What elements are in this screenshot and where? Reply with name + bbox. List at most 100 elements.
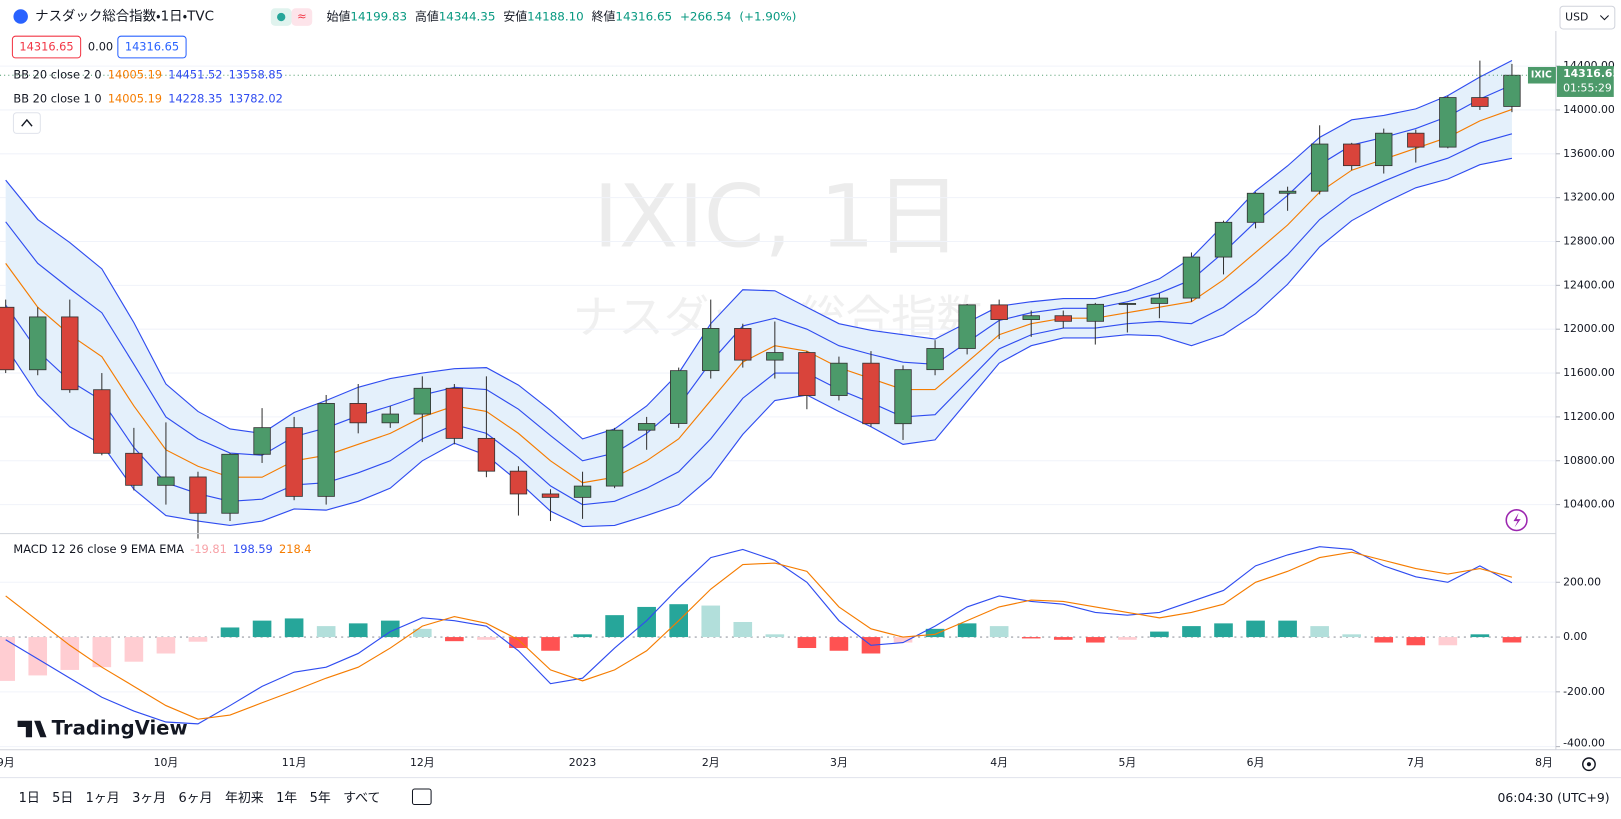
legend-value: 13782.02 (229, 91, 283, 105)
candle-body (381, 413, 399, 424)
settings-icon[interactable] (1582, 757, 1596, 772)
clock[interactable]: 06:04:30 (UTC+9) (1498, 790, 1610, 805)
histogram-bar (477, 637, 496, 640)
histogram-bar (573, 634, 592, 638)
legend-value: 14228.35 (168, 91, 222, 105)
candle-body (413, 387, 431, 415)
range-button[interactable]: 5年 (310, 791, 331, 806)
candle-body (990, 304, 1008, 320)
y-tick-label: 12800.00 (1563, 235, 1615, 248)
y-tick-label: 0.00 (1563, 630, 1587, 643)
histogram-bar (733, 621, 753, 638)
candle-body (509, 470, 528, 495)
histogram-bar (605, 615, 624, 638)
histogram-bar (413, 628, 432, 638)
candle-body (894, 369, 912, 425)
candle-body (477, 437, 496, 472)
band-line (5, 108, 1513, 484)
bid-box[interactable] (11, 35, 82, 59)
legend-value: -19.81 (190, 542, 227, 556)
candle-body (189, 476, 207, 514)
histogram-bar (1310, 626, 1329, 638)
candle-body (798, 352, 816, 396)
candle-body (445, 387, 464, 439)
logo-text[interactable]: TradingView (52, 717, 188, 740)
ticker-tag-box (1527, 66, 1556, 84)
range-button[interactable]: 年初来 (225, 790, 264, 806)
histogram-bar (1182, 626, 1201, 638)
change-percent: (+1.90%) (739, 9, 796, 23)
symbol-icon[interactable] (13, 9, 28, 24)
histogram-bar (1086, 637, 1105, 643)
range-button[interactable]: 1日 (19, 791, 40, 806)
symbol-title[interactable]: ナスダック総合指数・1日・TVC (35, 9, 214, 25)
candle-body (573, 485, 592, 498)
alert-bolt (1513, 512, 1521, 528)
range-button[interactable]: 1ヶ月 (86, 791, 120, 806)
histogram-bar (252, 620, 272, 638)
histogram-bar (1246, 620, 1265, 638)
histogram-bar (1021, 637, 1041, 639)
y-tick-label: 13200.00 (1563, 191, 1615, 204)
candle-body (1375, 132, 1393, 167)
range-button[interactable]: 3ヶ月 (132, 791, 166, 806)
close-label: 終値 (592, 9, 616, 23)
candle-body (637, 423, 656, 431)
y-tick-label: 14000.00 (1563, 103, 1615, 116)
band-area (5, 60, 1512, 527)
histogram-bar (797, 637, 817, 649)
histogram-bar (92, 637, 112, 668)
low-value: 14188.10 (527, 9, 584, 23)
range-button[interactable]: 5日 (52, 791, 73, 806)
band-line (5, 133, 1513, 506)
x-tick-label: 6月 (1247, 756, 1265, 769)
toggle-dot (277, 12, 286, 22)
collapse-button[interactable] (12, 112, 41, 134)
y-tick-label: -200.00 (1563, 685, 1605, 698)
candle-body (926, 348, 944, 371)
candle-body (958, 304, 976, 349)
histogram-bar (925, 628, 945, 638)
watermark: IXIC, 1日 ナスダック総合指数 (573, 166, 982, 344)
histogram-bar (348, 623, 368, 638)
range-toolbar: 1日 5日 1ヶ月 3ヶ月 6ヶ月 年初来 1年 5年 すべて (19, 790, 381, 806)
candle-body (221, 453, 239, 514)
histogram-bar (156, 637, 176, 654)
candle-body (1439, 97, 1457, 148)
histogram-bar (1470, 634, 1490, 638)
histogram-bar (1406, 637, 1426, 646)
macd-line (5, 551, 1513, 720)
candle-body (1054, 315, 1072, 322)
collapse-icon (21, 118, 33, 127)
ask-box[interactable] (117, 35, 187, 59)
candle-body (1118, 303, 1137, 305)
candle-body (605, 429, 624, 487)
x-tick-label: 4月 (990, 756, 1008, 769)
histogram-bar (445, 637, 464, 642)
range-button[interactable]: 1年 (276, 791, 297, 806)
spread: 0.00 (88, 40, 113, 54)
histogram-bar (1214, 623, 1233, 638)
last-price-label: 14316.65 (1563, 67, 1620, 80)
candle-body (157, 476, 175, 486)
histogram-bar (957, 623, 977, 638)
range-button[interactable]: 6ヶ月 (179, 791, 213, 806)
date-range-icon[interactable] (411, 788, 432, 806)
candle-body (766, 352, 784, 361)
open-value: 14199.83 (350, 9, 407, 23)
band-fill (5, 60, 1512, 527)
last-price-box (1556, 65, 1614, 97)
candle-body (702, 328, 720, 372)
histogram-bar (1278, 620, 1297, 638)
candle-body (830, 362, 848, 396)
toggle-right[interactable] (291, 8, 313, 26)
range-button[interactable]: すべて (343, 791, 380, 806)
watermark-symbol: IXIC, 1日 (593, 166, 962, 267)
histogram-bar (284, 618, 304, 638)
candle-body (734, 328, 752, 361)
band-line (5, 157, 1513, 528)
legend-row: BB 20 close 2 0 14005.19 14451.52 13558.85 (13, 67, 282, 81)
histogram-bar (1053, 637, 1073, 640)
legend-value: 13558.85 (229, 67, 283, 81)
currency-box[interactable] (1559, 5, 1616, 30)
